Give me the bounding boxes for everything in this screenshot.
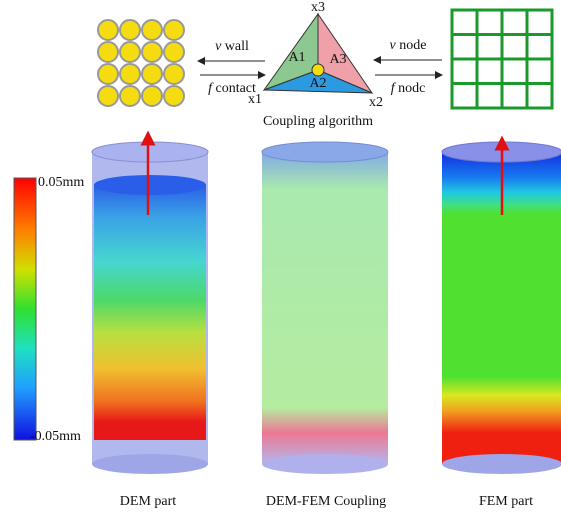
area-label: A2 bbox=[309, 76, 326, 91]
vertex-label: x1 bbox=[248, 92, 262, 107]
dem-cylinder bbox=[92, 142, 208, 474]
area-label: A3 bbox=[329, 52, 346, 67]
coupling-title: Coupling algorithm bbox=[263, 114, 373, 129]
arrow-label: v node bbox=[390, 38, 427, 53]
label-part: v bbox=[390, 38, 397, 53]
panel-label: FEM part bbox=[479, 494, 533, 509]
coupling-cylinder bbox=[262, 142, 388, 474]
vertex-label: x2 bbox=[369, 95, 383, 110]
label-part: v bbox=[215, 39, 222, 54]
colorbar bbox=[14, 178, 36, 440]
vertex-label: x3 bbox=[311, 0, 325, 15]
label-part: node bbox=[399, 38, 426, 53]
arrow-label: f nodc bbox=[391, 81, 426, 96]
figure: v wall f contact x3 x1 x2 A1 A2 A3 Coupl… bbox=[0, 0, 561, 520]
arrow-label: v wall bbox=[215, 39, 249, 54]
label-part: wall bbox=[225, 39, 249, 54]
colorbar-max: 0.05mm bbox=[38, 175, 84, 190]
particle-grid bbox=[98, 20, 184, 106]
area-label: A1 bbox=[288, 50, 305, 65]
fem-mesh bbox=[452, 10, 552, 108]
label-part: nodc bbox=[398, 81, 425, 96]
label-part: f bbox=[208, 81, 214, 96]
panel-label: DEM part bbox=[120, 494, 176, 509]
panel-label: DEM-FEM Coupling bbox=[266, 494, 386, 509]
label-part: f bbox=[391, 81, 397, 96]
colorbar-min: -0.05mm bbox=[30, 429, 81, 444]
